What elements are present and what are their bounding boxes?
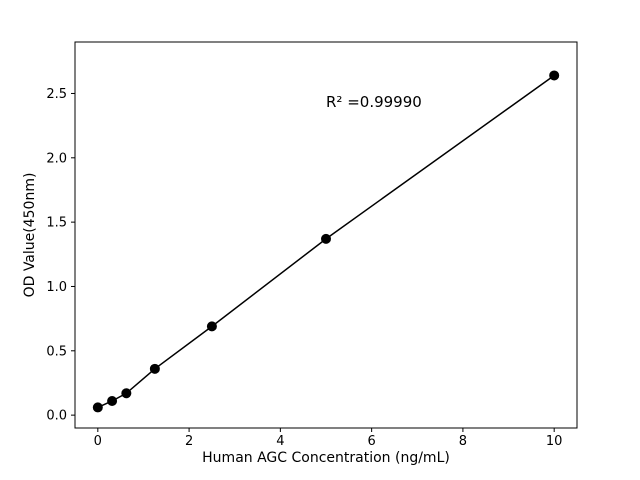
- x-tick-label: 10: [546, 434, 563, 449]
- data-point: [321, 233, 331, 244]
- x-tick-label: 0: [94, 434, 102, 449]
- x-axis-label: Human AGC Concentration (ng/mL): [202, 450, 450, 466]
- y-tick-label: 0.5: [46, 344, 67, 359]
- data-point: [121, 388, 132, 399]
- data-point: [149, 363, 160, 374]
- data-point: [107, 395, 118, 406]
- y-tick-label: 1.5: [46, 216, 67, 231]
- y-tick-label: 1.0: [46, 280, 67, 295]
- x-tick-label: 6: [367, 434, 375, 449]
- y-tick-label: 2.0: [46, 151, 67, 166]
- plot-frame: [74, 41, 578, 429]
- x-tick-label: 4: [276, 434, 284, 449]
- y-tick-label: 2.5: [46, 87, 67, 102]
- data-point: [549, 70, 560, 81]
- r-squared-annotation: R² =0.99990: [326, 93, 422, 112]
- y-axis-label: OD Value(450nm): [22, 172, 38, 298]
- y-tick-label: 0.0: [46, 409, 67, 424]
- x-tick-label: 2: [185, 434, 193, 449]
- data-point: [92, 402, 103, 413]
- data-point: [206, 321, 217, 332]
- x-tick-label: 8: [459, 434, 467, 449]
